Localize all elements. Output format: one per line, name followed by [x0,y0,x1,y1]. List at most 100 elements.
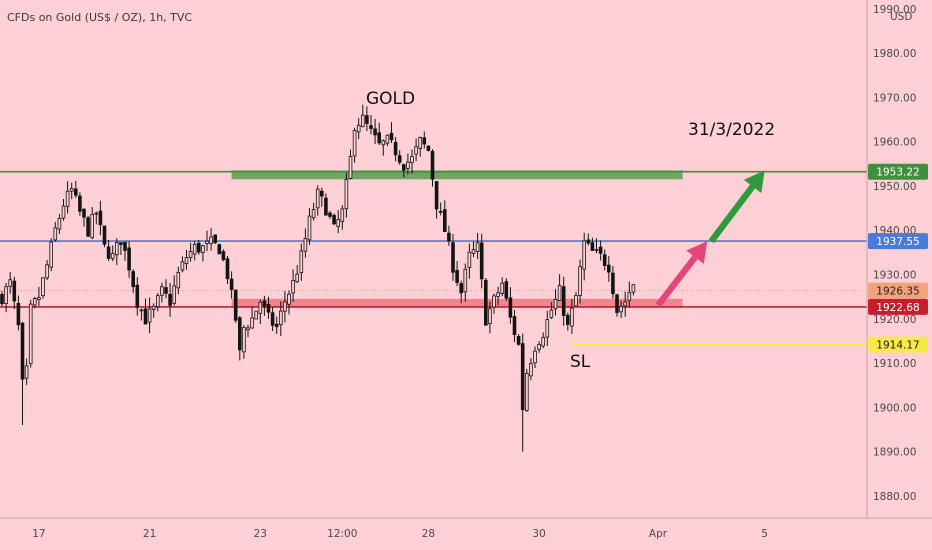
candle-body [500,282,504,294]
candle-body [184,257,189,264]
candle-body [135,284,140,308]
candle-body [377,132,381,144]
candle-body [508,297,513,318]
candle-body [246,327,250,331]
candle-body [549,309,554,318]
x-tick-label: 17 [32,528,45,540]
x-tick-label: 28 [422,528,435,540]
y-tick-label: 1970.00 [873,92,916,104]
candle-body [283,301,287,312]
candle-body [397,155,402,163]
candle-body [406,161,410,169]
candle-body [504,281,509,299]
candle-body [590,242,595,251]
candle-body [582,240,586,270]
candle-body [574,295,578,307]
candle-body [143,308,148,325]
candle-body [385,134,390,144]
candle-body [4,286,8,304]
candle-body [258,301,263,314]
candle-body [381,140,386,146]
candle-body [438,210,443,213]
candle-body [369,125,373,129]
candle-body [123,241,127,251]
candle-body [332,214,336,225]
candle-body [545,319,550,338]
candle-body [78,195,82,212]
y-tick-label: 1990.00 [873,4,916,16]
candle-body [340,208,345,222]
candle-body [401,164,406,171]
candle-body [291,279,295,294]
candle-body [127,247,131,271]
candle-body [102,225,107,245]
zone-resistance [231,170,683,180]
candle-body [520,343,525,411]
candle-body [229,278,234,291]
time-axis[interactable]: 17 21 23 12:00 28 30 Apr 5 [32,528,768,540]
candle-body [492,295,496,308]
candle-body [110,252,115,259]
y-tick-label: 1980.00 [873,48,916,60]
candle-body [20,322,25,380]
candle-body [422,137,427,145]
candle-body [303,238,308,252]
price-tag-1914.17: 1914.17 [868,336,928,353]
candle-body [155,295,160,308]
candle-body [557,285,562,301]
candle-body [90,213,95,239]
candle-body [106,246,111,259]
price-tag-1953.22: 1953.22 [868,163,928,180]
candle-body [537,343,541,350]
y-tick-label: 1900.00 [873,402,916,414]
candles-layer [0,104,636,452]
candle-body [86,217,90,237]
candle-body [529,363,533,377]
candle-body [254,310,259,320]
candle-body [365,115,369,124]
candle-body [49,241,53,268]
price-tag-1922.68: 1922.68 [868,298,928,315]
price-tag-label: 1914.17 [876,340,919,352]
candle-body [299,250,304,274]
candle-body [69,188,74,192]
price-tag-label: 1926.35 [876,286,919,298]
arrow-up-2[interactable] [708,170,765,244]
candle-body [262,300,267,307]
x-tick-label: Apr [649,528,668,540]
candle-body [28,303,33,365]
candle-body [274,323,279,328]
candle-body [225,258,230,280]
price-tag-label: 1922.68 [876,302,919,314]
candle-body [98,210,103,226]
candle-body [176,272,181,289]
candle-body [627,292,632,301]
price-tag-label: 1953.22 [876,167,919,179]
candle-body [94,212,99,215]
candle-body [307,215,312,241]
candle-body [295,273,299,283]
candle-body [61,205,66,219]
price-tag-bg [868,282,928,299]
candle-body [442,209,447,233]
candle-body [0,293,4,305]
candle-body [598,246,603,254]
price-tag-bg [868,298,928,315]
candle-body [45,264,49,279]
arrow-up-1[interactable] [655,241,708,308]
candle-body [287,293,291,305]
candle-body [217,244,222,255]
candle-body [561,286,566,316]
y-tick-label: 1950.00 [873,181,916,193]
candle-body [410,156,414,164]
candle-body [619,306,623,313]
candle-body [53,227,58,241]
candle-body [242,327,246,353]
candle-body [82,208,86,218]
symbol-title[interactable]: CFDs on Gold (US$ / OZ), 1h, TVC [7,11,192,24]
y-tick-label: 1880.00 [873,491,916,503]
candle-body [631,284,636,293]
candle-body [607,264,611,273]
y-tick-label: 1920.00 [873,314,916,326]
